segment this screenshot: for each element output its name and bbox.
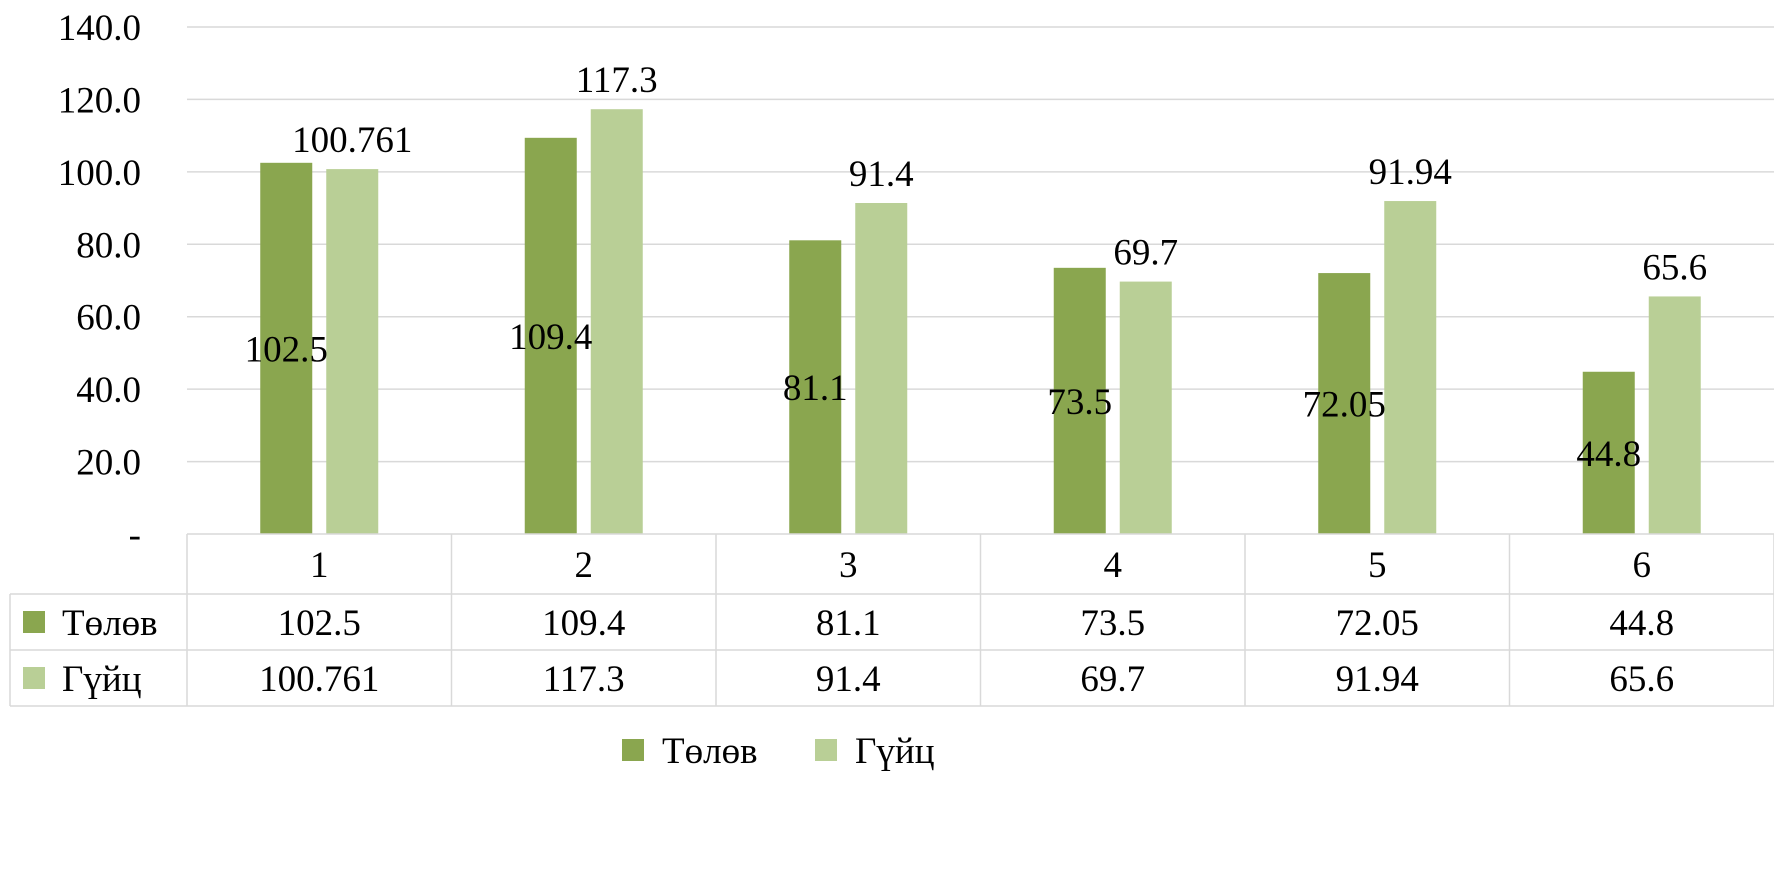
table-cell-value: 81.1 — [816, 603, 881, 644]
bar-telov — [260, 162, 313, 534]
table-legend-key — [23, 611, 45, 633]
data-label-telov: 81.1 — [783, 368, 848, 409]
data-label-guic: 91.4 — [849, 154, 914, 195]
table-cell-value: 69.7 — [1080, 659, 1145, 700]
category-label: 4 — [1104, 545, 1123, 586]
legend-key — [622, 739, 644, 761]
table-legend-key — [23, 667, 45, 689]
y-axis: - 20.0 40.0 60.0 80.0 100.0 120.0 140.0 — [58, 8, 141, 556]
data-label-guic: 117.3 — [576, 60, 658, 101]
data-label-guic: 91.94 — [1369, 152, 1452, 193]
bar-guic — [855, 203, 908, 534]
data-labels: 102.5 100.761 109.4 117.3 81.1 91.4 73.5 69.7 72… — [245, 60, 1708, 475]
bars — [260, 109, 1701, 535]
bar-guic — [590, 109, 643, 535]
category-label: 6 — [1633, 545, 1652, 586]
y-tick-label: 20.0 — [76, 443, 141, 484]
data-label-telov: 102.5 — [245, 329, 328, 370]
bar-telov — [1582, 371, 1635, 534]
legend: Төлөв Гүйц — [622, 731, 935, 772]
data-label-telov: 73.5 — [1047, 382, 1112, 423]
bar-guic — [1384, 201, 1437, 535]
data-label-telov: 109.4 — [509, 317, 592, 358]
bar-telov — [789, 240, 842, 535]
y-tick-label: 40.0 — [76, 370, 141, 411]
data-label-guic: 100.761 — [292, 120, 412, 161]
gridlines — [187, 26, 1774, 463]
data-table: 1 2 3 4 5 6 Төлөв 102.5 109.4 81.1 73.5 72.05 44.8 Гү… — [9, 533, 1774, 707]
y-tick-label: 140.0 — [58, 8, 141, 49]
bar-telov — [1318, 273, 1371, 534]
table-cell-value: 100.761 — [259, 659, 379, 700]
y-tick-label: 100.0 — [58, 153, 141, 194]
table-cell-value: 91.4 — [816, 659, 881, 700]
y-tick-label: 120.0 — [58, 80, 141, 121]
bar-telov — [524, 137, 577, 534]
table-series-name: Гүйц — [62, 659, 142, 700]
bar-guic — [326, 169, 379, 534]
table-cell-value: 65.6 — [1609, 659, 1674, 700]
table-cell-value: 91.94 — [1336, 659, 1419, 700]
category-label: 1 — [310, 545, 329, 586]
table-series-name: Төлөв — [62, 603, 158, 644]
y-tick-label: - — [129, 515, 141, 556]
legend-key — [815, 739, 837, 761]
bar-guic — [1648, 296, 1701, 534]
data-label-telov: 44.8 — [1576, 434, 1641, 475]
category-label: 3 — [839, 545, 858, 586]
legend-label: Төлөв — [662, 731, 758, 772]
table-cell-value: 44.8 — [1609, 603, 1674, 644]
data-label-guic: 65.6 — [1642, 247, 1707, 288]
category-label: 5 — [1368, 545, 1387, 586]
legend-label: Гүйц — [855, 731, 935, 772]
table-cell-value: 73.5 — [1080, 603, 1145, 644]
table-cell-value: 72.05 — [1336, 603, 1419, 644]
y-tick-label: 80.0 — [76, 225, 141, 266]
y-tick-label: 60.0 — [76, 298, 141, 339]
data-label-guic: 69.7 — [1113, 233, 1178, 274]
table-cell-value: 102.5 — [278, 603, 361, 644]
data-label-telov: 72.05 — [1303, 385, 1386, 426]
table-cell-value: 117.3 — [543, 659, 625, 700]
bar-guic — [1119, 281, 1172, 534]
category-label: 2 — [575, 545, 594, 586]
bar-telov — [1053, 267, 1106, 534]
table-cell-value: 109.4 — [542, 603, 625, 644]
